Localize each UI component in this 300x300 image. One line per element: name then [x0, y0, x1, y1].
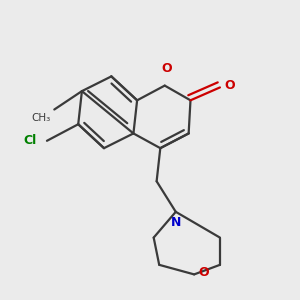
Text: O: O [161, 62, 172, 75]
Text: Cl: Cl [23, 134, 37, 147]
Text: N: N [171, 215, 182, 229]
Text: CH₃: CH₃ [32, 113, 51, 123]
Text: O: O [224, 80, 235, 92]
Text: O: O [199, 266, 209, 279]
